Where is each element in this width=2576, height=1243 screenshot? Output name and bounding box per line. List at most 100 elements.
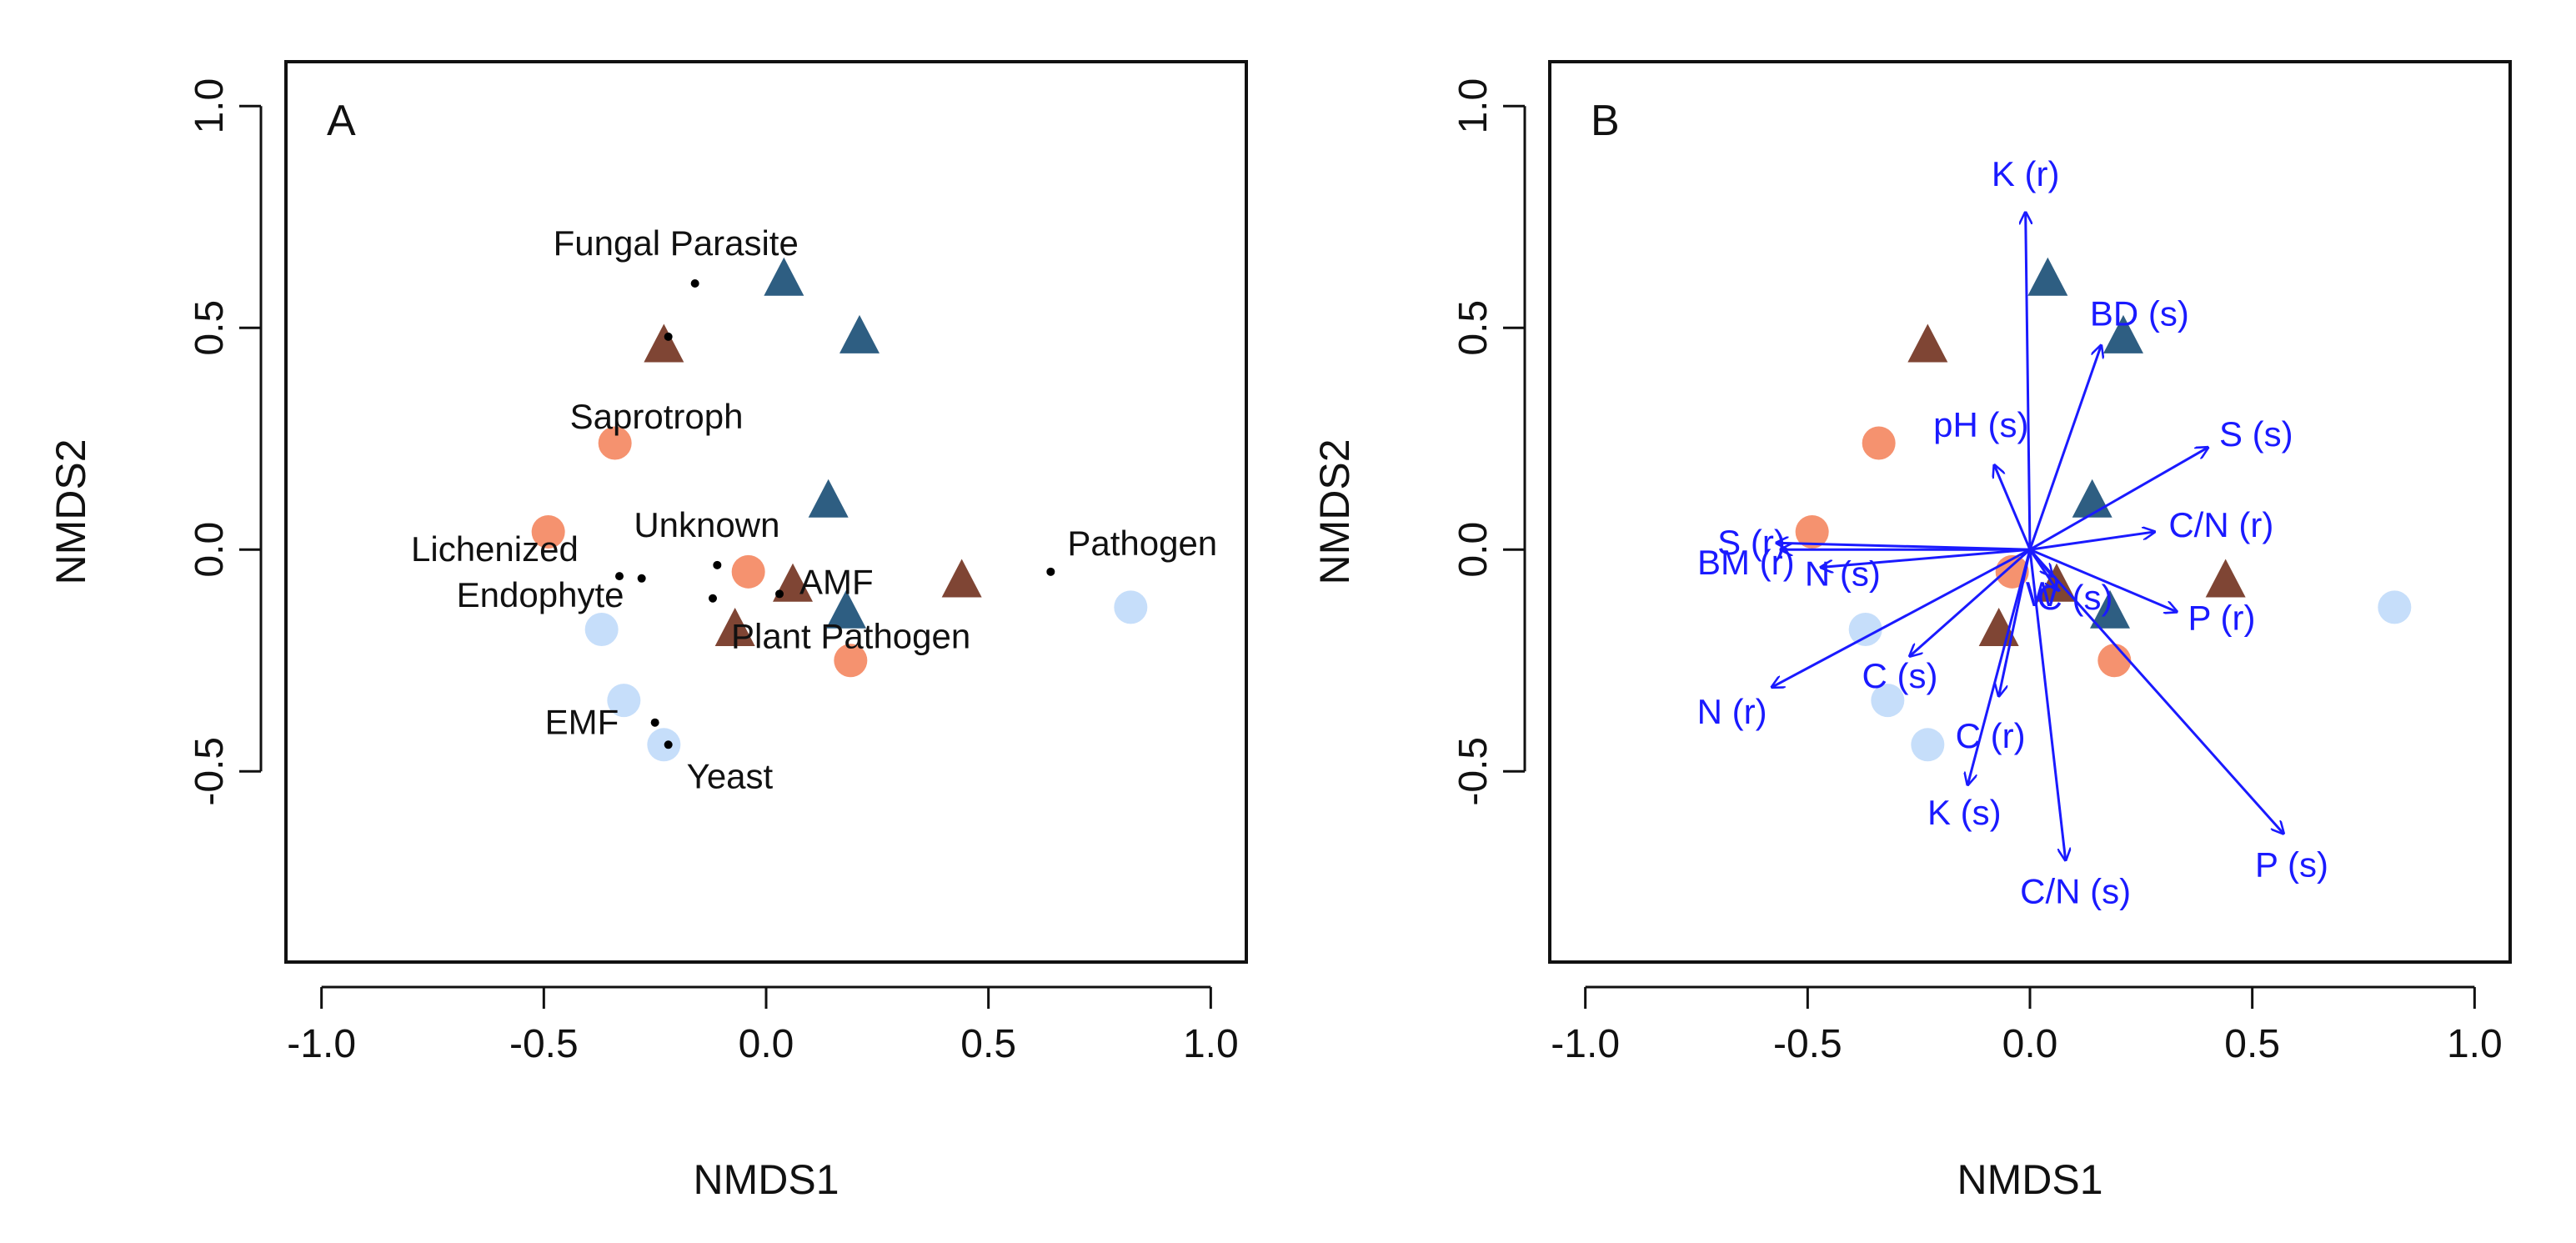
panel-b-env-vectors: K (r) BD (s) S (s) pH (s) C/N (r) S (r)BM (r)… bbox=[1697, 154, 2328, 911]
panel-b-point-triangle bbox=[2090, 589, 2130, 629]
env-vector-arrow bbox=[2029, 448, 2208, 551]
panel-a-y-tick-label: -0.5 bbox=[188, 737, 232, 806]
panel-a-point-circle bbox=[584, 612, 619, 646]
guild-dot bbox=[664, 740, 673, 749]
panel-b-x-tick-label: 0.5 bbox=[2224, 1022, 2280, 1066]
panel-b-point-triangle bbox=[2027, 257, 2068, 296]
guild-dot bbox=[690, 279, 699, 288]
panel-a-letter: A bbox=[327, 97, 356, 145]
panel-b-point-circle bbox=[1848, 612, 1882, 646]
guild-dot bbox=[664, 332, 673, 341]
env-vector-label: BD (s) bbox=[2090, 293, 2189, 333]
panel-b-y-tick-label: -0.5 bbox=[1451, 737, 1496, 806]
panel-a-guild-labels: Fungal Parasite Saprotroph Lichenized Endop… bbox=[411, 223, 1217, 795]
panel-b: B -1.0 -0.5 0.0 0.5 1.0 -0.50.00.51.0 NMDS1 … bbox=[1311, 60, 2512, 1203]
env-vector-arrow bbox=[2028, 549, 2066, 860]
panel-a-y-axis: -0.5 0.0 0.5 1.0 bbox=[188, 78, 263, 806]
env-vector-label: N (r) bbox=[1697, 692, 1767, 731]
env-vector-label: K (r) bbox=[1992, 154, 2060, 193]
env-vector-label: C (r) bbox=[1956, 716, 2026, 755]
panel-b-y-tick-label: 1.0 bbox=[1451, 78, 1496, 134]
env-vector-arrow bbox=[2028, 549, 2283, 833]
panel-b-x-tick-label: -1.0 bbox=[1551, 1022, 1620, 1066]
panel-b-point-circle bbox=[1911, 728, 1945, 762]
panel-a-x-tick-label: 1.0 bbox=[1183, 1022, 1239, 1066]
panel-a-y-title: NMDS2 bbox=[48, 439, 94, 584]
env-vector-label: S (s) bbox=[2219, 414, 2293, 454]
guild-dot bbox=[1046, 567, 1055, 576]
env-vector-label: pH (s) bbox=[1933, 405, 2028, 444]
panel-b-x-title: NMDS1 bbox=[1957, 1156, 2102, 1203]
guild-label: AMF bbox=[799, 562, 874, 601]
env-vector-label: K (s) bbox=[1927, 793, 2002, 832]
panel-a-point-triangle bbox=[941, 559, 982, 598]
panel-a-x-tick-label: -1.0 bbox=[287, 1022, 356, 1066]
panel-b-point-triangle bbox=[1978, 607, 2019, 646]
panel-a-point-circle bbox=[647, 728, 681, 762]
env-vector-arrow bbox=[1967, 549, 2032, 784]
panel-a-point-triangle bbox=[808, 479, 849, 518]
guild-label: EMF bbox=[545, 703, 619, 742]
panel-b-y-title: NMDS2 bbox=[1311, 439, 1358, 584]
panel-a-point-circle bbox=[1114, 590, 1148, 624]
env-vector-label: C (s) bbox=[1862, 656, 1938, 695]
panel-b-point-circle bbox=[1795, 514, 1829, 549]
panel-b-point-triangle bbox=[2205, 559, 2246, 598]
guild-label: Pathogen bbox=[1067, 524, 1217, 563]
panel-b-x-axis: -1.0 -0.5 0.0 0.5 1.0 bbox=[1551, 985, 2503, 1066]
env-vector-arrow bbox=[1910, 549, 2031, 656]
panel-a-point-circle bbox=[531, 514, 565, 549]
panel-a-point-triangle bbox=[644, 323, 684, 363]
guild-label: Yeast bbox=[687, 756, 774, 795]
panel-a-point-circle bbox=[607, 684, 641, 718]
panel-b-point-triangle bbox=[2072, 479, 2112, 518]
env-vector-label: P (s) bbox=[2255, 845, 2328, 885]
panel-a-point-circle bbox=[731, 554, 765, 589]
panel-a-frame bbox=[284, 60, 1248, 964]
env-vector-arrow bbox=[2029, 532, 2154, 551]
env-vector-label: C/N (s) bbox=[2020, 872, 2131, 911]
panel-a: A -1.0 -0.5 0.0 0.5 1.0 -0.50.00.51.0 NMDS1 … bbox=[48, 60, 1248, 1203]
panel-b-point-circle bbox=[1871, 684, 1905, 718]
guild-label: Plant Pathogen bbox=[731, 617, 970, 656]
guild-label: Fungal Parasite bbox=[554, 223, 799, 263]
panel-a-points bbox=[531, 257, 1148, 762]
panel-a-point-triangle bbox=[764, 257, 804, 296]
panel-b-point-triangle bbox=[2103, 314, 2143, 353]
panel-b-point-circle bbox=[1862, 426, 1896, 460]
env-vector-arrow bbox=[1772, 548, 2031, 687]
env-vector-arrow bbox=[2026, 213, 2030, 550]
panel-a-point-triangle bbox=[826, 589, 866, 629]
panel-a-point-circle bbox=[834, 644, 868, 678]
panel-a-point-triangle bbox=[839, 314, 880, 353]
panel-a-x-tick-label: 0.0 bbox=[739, 1022, 794, 1066]
panel-b-x-tick-label: 1.0 bbox=[2447, 1022, 2503, 1066]
panel-b-point-circle bbox=[2097, 644, 2132, 678]
panel-b-y-tick-label: 0.5 bbox=[1451, 300, 1496, 356]
guild-dot bbox=[650, 718, 659, 727]
guild-dot bbox=[709, 594, 717, 603]
guild-dot bbox=[637, 574, 646, 583]
panel-b-point-triangle bbox=[1907, 323, 1948, 363]
guild-dot bbox=[713, 560, 722, 569]
env-vector-label: C/N (r) bbox=[2168, 505, 2273, 544]
guild-label: Saprotroph bbox=[570, 397, 744, 436]
panel-a-y-tick-label: 1.0 bbox=[188, 78, 232, 134]
panel-a-x-tick-label: 0.5 bbox=[960, 1022, 1016, 1066]
env-vector-label: S (r) bbox=[1717, 523, 1786, 562]
env-vector-label: C (s) bbox=[2037, 578, 2113, 617]
env-vector-arrow bbox=[2029, 548, 2177, 611]
panel-a-point-circle bbox=[598, 426, 632, 460]
panel-a-x-axis: -1.0 -0.5 0.0 0.5 1.0 bbox=[287, 985, 1239, 1066]
panel-a-x-tick-label: -0.5 bbox=[509, 1022, 579, 1066]
env-vector-arrow bbox=[1994, 465, 2032, 550]
env-vector-label: BM (r) bbox=[1697, 543, 1795, 582]
panel-b-y-tick-label: 0.0 bbox=[1451, 522, 1496, 578]
env-vector-arrow bbox=[2028, 345, 2101, 550]
panel-b-y-axis: -0.5 0.0 0.5 1.0 bbox=[1451, 78, 1526, 806]
panel-a-point-triangle bbox=[714, 607, 755, 646]
guild-label: Endophyte bbox=[457, 575, 624, 614]
env-vector-label: P (r) bbox=[2188, 599, 2256, 638]
panel-a-y-tick-label: 0.0 bbox=[188, 522, 232, 578]
